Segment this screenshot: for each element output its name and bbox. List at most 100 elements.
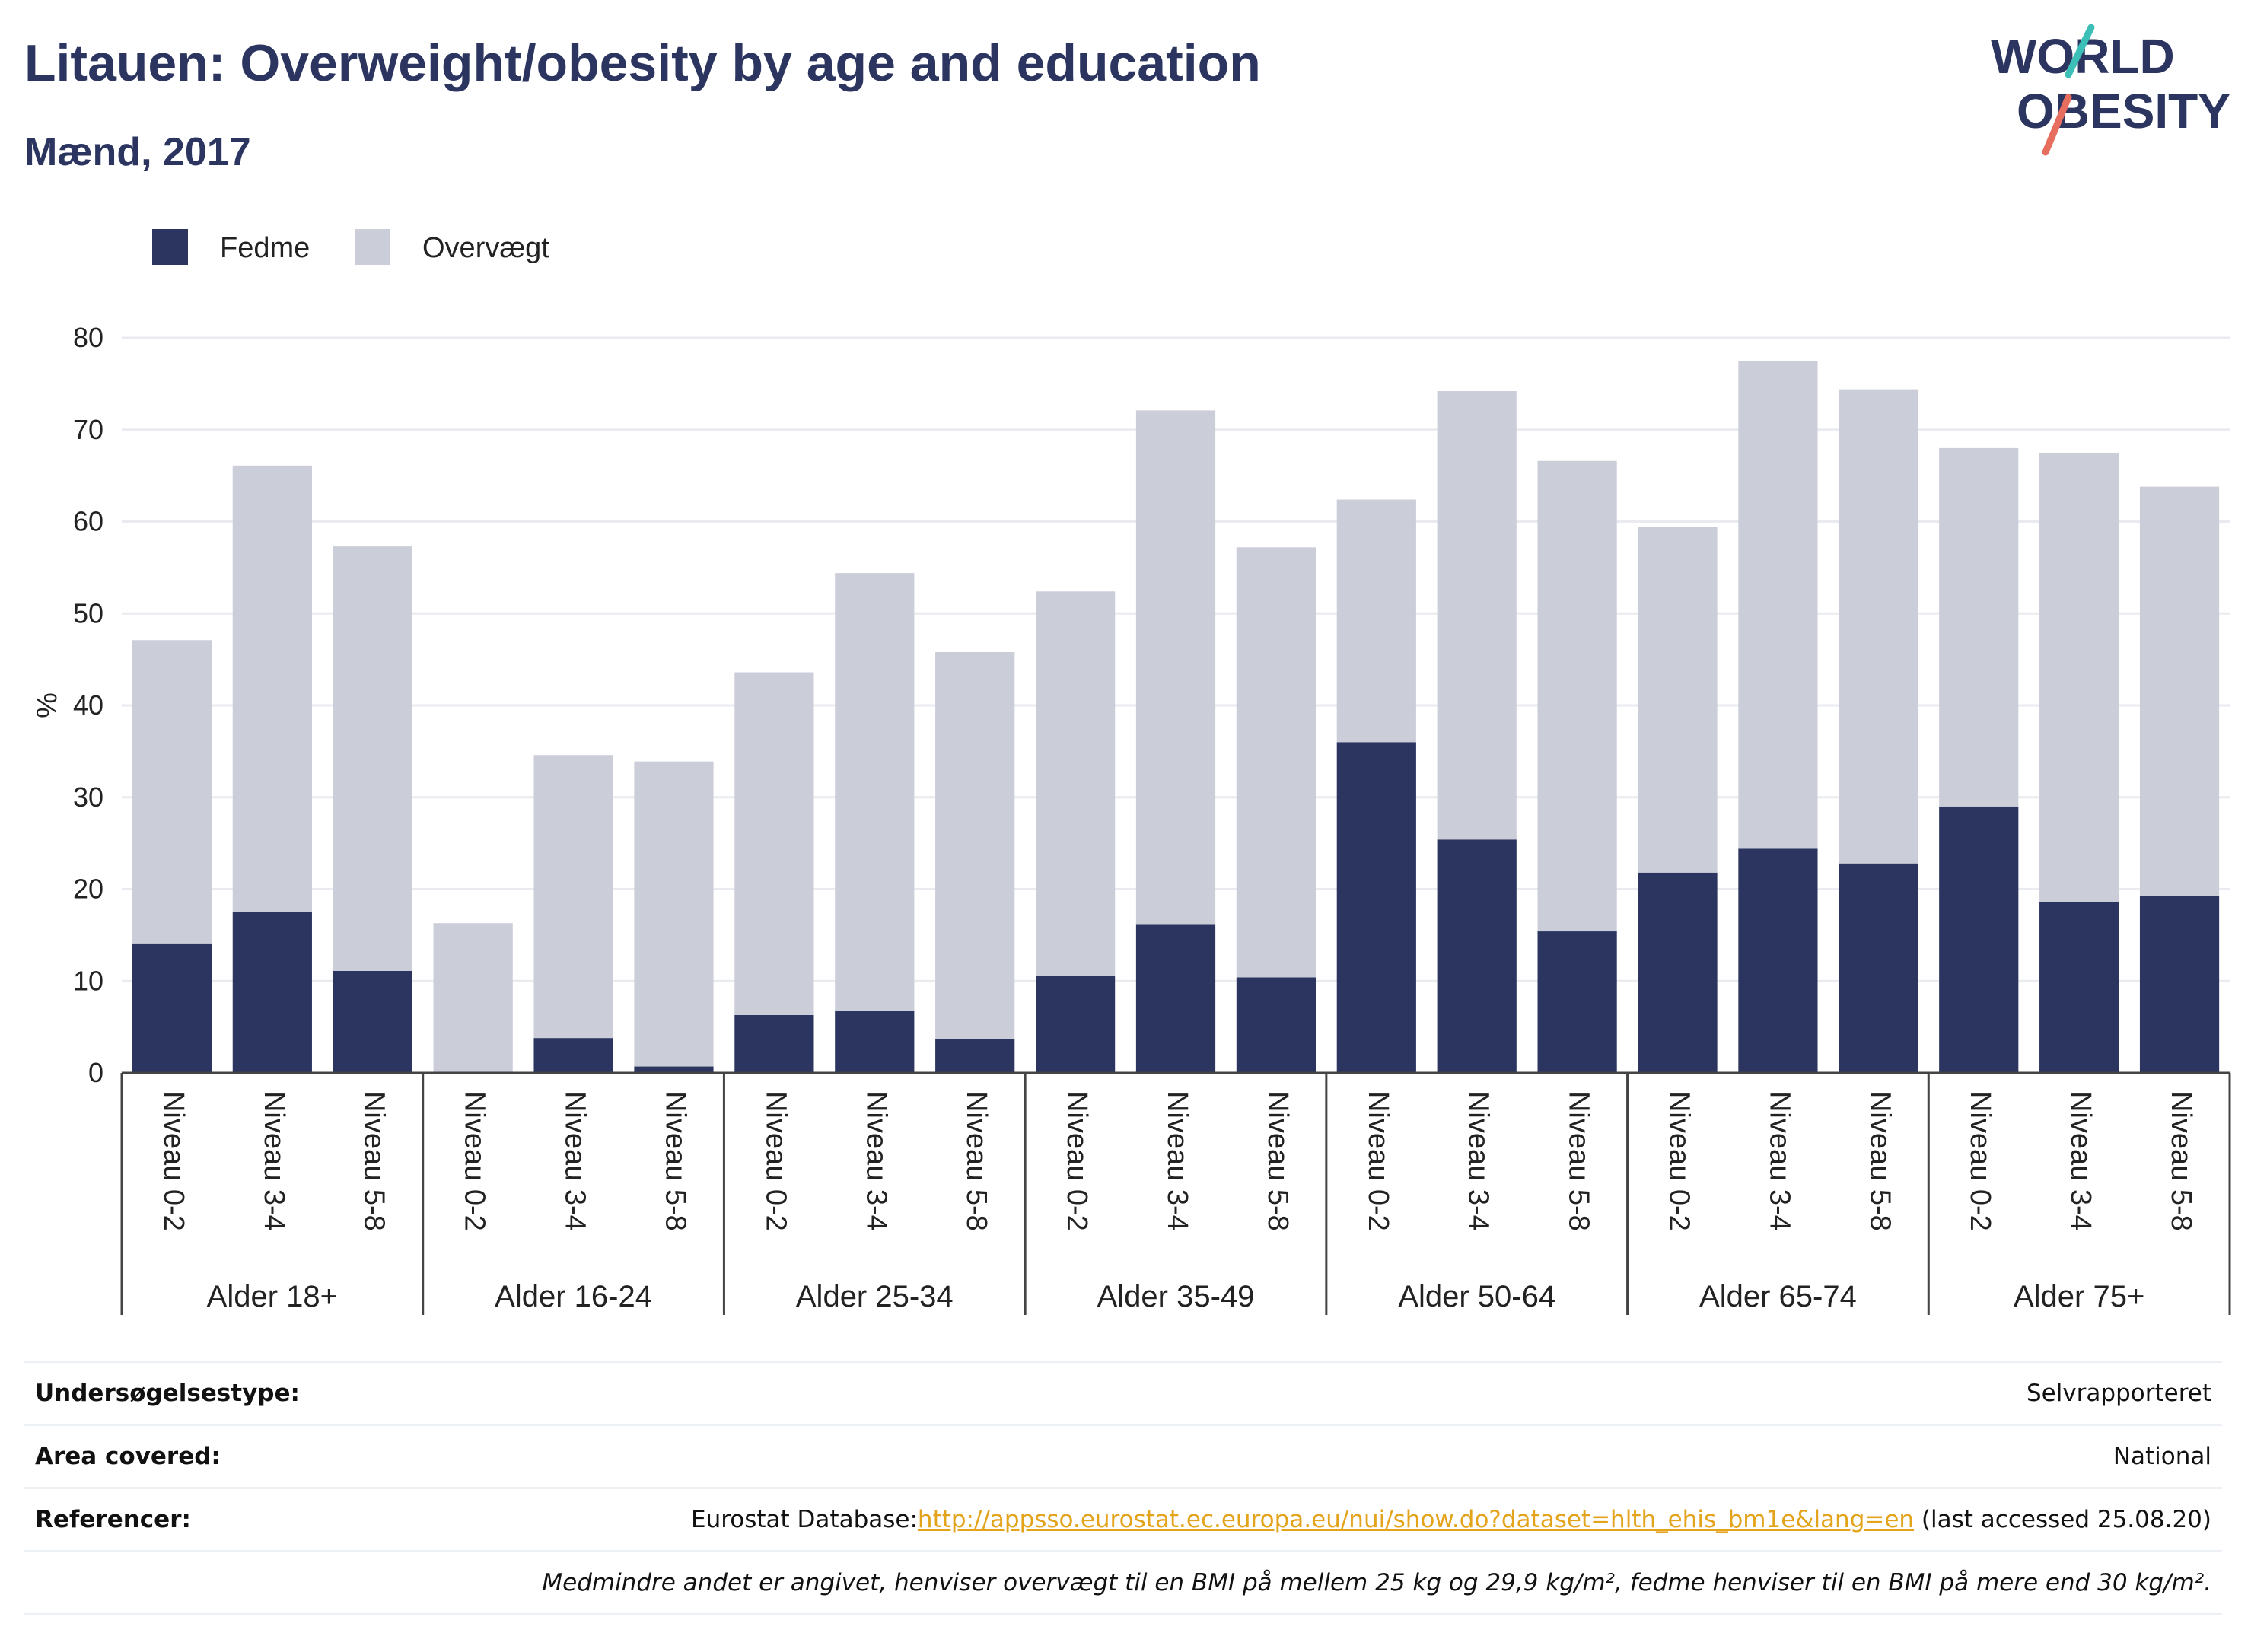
area-label: Area covered: (35, 1443, 221, 1470)
bar-overvaegt (2139, 486, 2220, 896)
bar-fedme (1336, 742, 1416, 1073)
references-link[interactable]: http://appsso.eurostat.ec.europa.eu/nui/… (917, 1506, 1915, 1533)
legend-label: Overvægt (422, 232, 549, 264)
bar-overvaegt (835, 573, 915, 1011)
x-tick-label: Niveau 0-2 (759, 1091, 791, 1231)
y-tick-label: 30 (73, 781, 103, 813)
bar-fedme (1035, 976, 1116, 1073)
x-tick-label: Niveau 0-2 (1362, 1091, 1394, 1231)
x-tick-label: Niveau 0-2 (158, 1091, 189, 1231)
x-tick-label: Niveau 5-8 (358, 1091, 390, 1231)
x-tick-label: Niveau 5-8 (1262, 1091, 1294, 1231)
bar-fedme (1638, 872, 1718, 1073)
survey-value: Selvrapporteret (2026, 1380, 2211, 1407)
group-label: Alder 25-34 (796, 1280, 954, 1313)
info-table: Undersøgelsestype: Selvrapporteret Area … (24, 1361, 2222, 1615)
bar-fedme (734, 1014, 814, 1073)
bar-overvaegt (1537, 460, 1617, 932)
bar-overvaegt (634, 761, 714, 1067)
bar-overvaegt (433, 923, 513, 1073)
x-tick-label: Niveau 3-4 (860, 1091, 892, 1231)
bar-fedme (1839, 863, 1918, 1073)
bar-fedme (1437, 839, 1517, 1073)
references-label: Referencer: (35, 1506, 191, 1533)
bar-fedme (835, 1010, 915, 1073)
bar-overvaegt (1738, 361, 1818, 849)
bar-overvaegt (1035, 591, 1116, 976)
y-tick-label: 40 (73, 689, 103, 721)
y-tick-label: 50 (73, 597, 103, 629)
bar-fedme (2039, 902, 2119, 1073)
x-tick-label: Niveau 5-8 (960, 1091, 992, 1231)
group-label: Alder 75+ (2014, 1280, 2144, 1313)
info-row-references: Referencer: Eurostat Database:http://app… (24, 1487, 2222, 1550)
bar-fedme (2139, 895, 2220, 1073)
survey-label: Undersøgelsestype: (35, 1380, 300, 1407)
bar-fedme (935, 1039, 1015, 1073)
bar-fedme (1738, 848, 1818, 1073)
y-tick-label: 20 (73, 874, 103, 905)
bar-fedme (333, 970, 412, 1073)
area-value: National (2113, 1443, 2211, 1470)
x-tick-label: Niveau 3-4 (2065, 1091, 2097, 1231)
x-tick-label: Niveau 0-2 (1663, 1091, 1695, 1231)
y-tick-label: 10 (73, 965, 103, 996)
chart-subtitle: Mænd, 2017 (24, 130, 251, 174)
chart-title: Litauen: Overweight/obesity by age and e… (24, 34, 1261, 92)
x-tick-label: Niveau 0-2 (1964, 1091, 1996, 1231)
bar-fedme (132, 943, 212, 1073)
bar-fedme (1939, 806, 2019, 1073)
group-label: Alder 35-49 (1097, 1280, 1255, 1313)
references-suffix: (last accessed 25.08.20) (1914, 1506, 2211, 1533)
bar-overvaegt (132, 640, 212, 944)
bar-overvaegt (1638, 527, 1718, 873)
bar-overvaegt (2039, 452, 2119, 902)
bar-fedme (634, 1066, 714, 1073)
logo-slash-coral (2042, 94, 2072, 156)
bar-overvaegt (1839, 389, 1918, 864)
bar-fedme (1135, 924, 1216, 1073)
x-tick-label: Niveau 5-8 (2165, 1091, 2197, 1231)
y-axis-title: % (31, 692, 63, 718)
info-row-survey: Undersøgelsestype: Selvrapporteret (24, 1361, 2222, 1424)
y-tick-label: 70 (73, 414, 103, 445)
info-row-area: Area covered: National (24, 1424, 2222, 1487)
y-tick-label: 60 (73, 506, 103, 537)
bar-overvaegt (333, 546, 412, 971)
logo-slash-teal (2065, 24, 2095, 78)
bar-overvaegt (232, 465, 312, 912)
bar-overvaegt (1939, 447, 2019, 807)
group-label: Alder 50-64 (1398, 1280, 1555, 1313)
bar-overvaegt (1336, 499, 1416, 743)
bar-overvaegt (533, 755, 613, 1039)
legend-swatch (355, 229, 390, 265)
info-row-note: Medmindre andet er angivet, henviser ove… (24, 1550, 2222, 1615)
definition-note: Medmindre andet er angivet, henviser ove… (542, 1569, 2211, 1596)
y-tick-label: 0 (88, 1057, 103, 1088)
legend-swatch (152, 229, 188, 265)
bar-overvaegt (1236, 547, 1317, 978)
bar-fedme (533, 1038, 613, 1073)
bar-overvaegt (734, 672, 814, 1015)
x-tick-label: Niveau 3-4 (559, 1091, 591, 1231)
x-tick-label: Niveau 0-2 (1061, 1091, 1093, 1231)
group-label: Alder 16-24 (495, 1280, 652, 1313)
x-tick-label: Niveau 3-4 (1463, 1091, 1495, 1231)
y-tick-label: 80 (73, 322, 103, 353)
x-tick-label: Niveau 3-4 (1763, 1091, 1795, 1231)
bar-fedme (232, 912, 312, 1073)
group-label: Alder 65-74 (1699, 1280, 1857, 1313)
x-tick-label: Niveau 3-4 (258, 1091, 290, 1231)
x-tick-label: Niveau 5-8 (1864, 1091, 1896, 1231)
x-tick-label: Niveau 5-8 (1563, 1091, 1595, 1231)
stacked-bar-chart: 0 10 20 30 40 50 60 70 80% Fedme Overvægt Niveau 0-… (31, 229, 2231, 1315)
bar-overvaegt (1437, 391, 1517, 840)
legend-label: Fedme (220, 232, 310, 264)
x-tick-label: Niveau 0-2 (459, 1091, 491, 1231)
x-tick-label: Niveau 5-8 (659, 1091, 691, 1231)
bar-fedme (1236, 977, 1317, 1073)
bar-overvaegt (1135, 410, 1216, 925)
bar-fedme (1537, 931, 1617, 1073)
world-obesity-logo: WORLD OBESITY (1991, 24, 2230, 156)
group-label: Alder 18+ (207, 1280, 338, 1313)
